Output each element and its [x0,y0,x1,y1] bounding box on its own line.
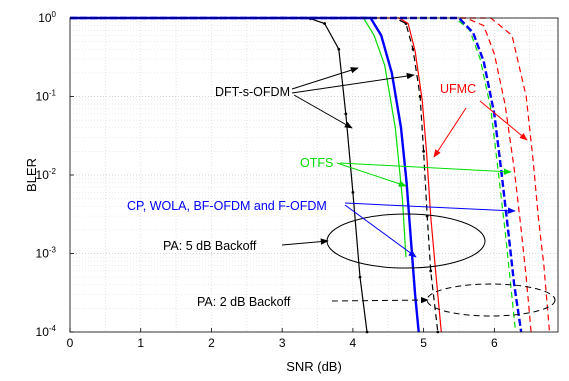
arrow-cp-to-right [344,202,516,214]
series-point-1 [418,95,422,98]
x-tick-label: 3 [279,336,286,350]
annotation-arrows [281,67,528,304]
y-tick-exponent: -2 [49,167,57,176]
series-line-8 [70,16,523,333]
arrow-dft-to-slow [291,72,415,94]
series-point-1 [411,47,415,51]
series-line-5 [70,17,532,333]
series-point-0 [337,47,341,51]
annotation-otfs: OTFS [300,156,333,170]
x-tick-label: 0 [67,336,74,350]
backoff-2db-ellipse [426,283,556,317]
y-tick-label: 10-4 [36,324,57,339]
arrow-pa-5db [281,238,329,246]
arrow-dft-to-tail [293,94,353,129]
y-tick-exponent: -4 [49,324,57,333]
x-tick-label: 4 [350,336,357,350]
x-tick-labels: 0 1 2 3 4 5 6 [67,328,498,350]
series-point-1 [422,149,426,153]
y-tick-exponent: -1 [49,89,57,98]
arrow-otfs-to-right [339,162,512,175]
data-series [70,16,551,334]
x-tick-label: 1 [137,336,144,350]
x-tick-label: 2 [208,336,215,350]
x-tick-label: 5 [420,336,427,350]
y-tick-exponent: 0 [52,10,57,19]
annotation-cp-wola: CP, WOLA, BF-OFDM and F-OFDM [127,199,327,213]
series-point-0 [351,191,355,194]
y-tick-exponent: -3 [49,246,57,255]
arrow-cp-to-left [344,204,417,258]
annotation-ufmc: UFMC [440,82,476,96]
series-line-7 [70,17,517,333]
series-point-0 [344,112,348,116]
arrow-dft-to-fast [291,67,359,90]
series-point-0 [323,22,327,25]
arrow-pa-2db [331,296,429,304]
series-line-4 [70,16,420,333]
y-tick-label: 100 [38,10,56,25]
annotation-pa-2db: PA: 2 dB Backoff [197,295,291,309]
arrow-otfs-to-left [336,162,407,187]
annotation-pa-5db: PA: 5 dB Backoff [163,239,257,253]
series-line-2 [70,17,442,333]
series-line-6 [70,17,551,333]
x-tick-label: 6 [491,336,498,350]
y-axis-label: BLER [24,158,39,192]
series-point-0 [358,275,362,279]
grid [69,18,558,333]
arrow-ufmc-to-left [433,107,467,158]
annotation-dft-s-ofdm: DFT-s-OFDM [215,85,290,99]
y-tick-label: 10-3 [36,246,57,261]
arrow-ufmc-to-right [479,100,528,141]
y-tick-label: 10-1 [36,89,57,104]
backoff-5db-ellipse [326,213,486,269]
series-point-1 [429,269,433,273]
x-axis-label: SNR (dB) [286,359,342,374]
